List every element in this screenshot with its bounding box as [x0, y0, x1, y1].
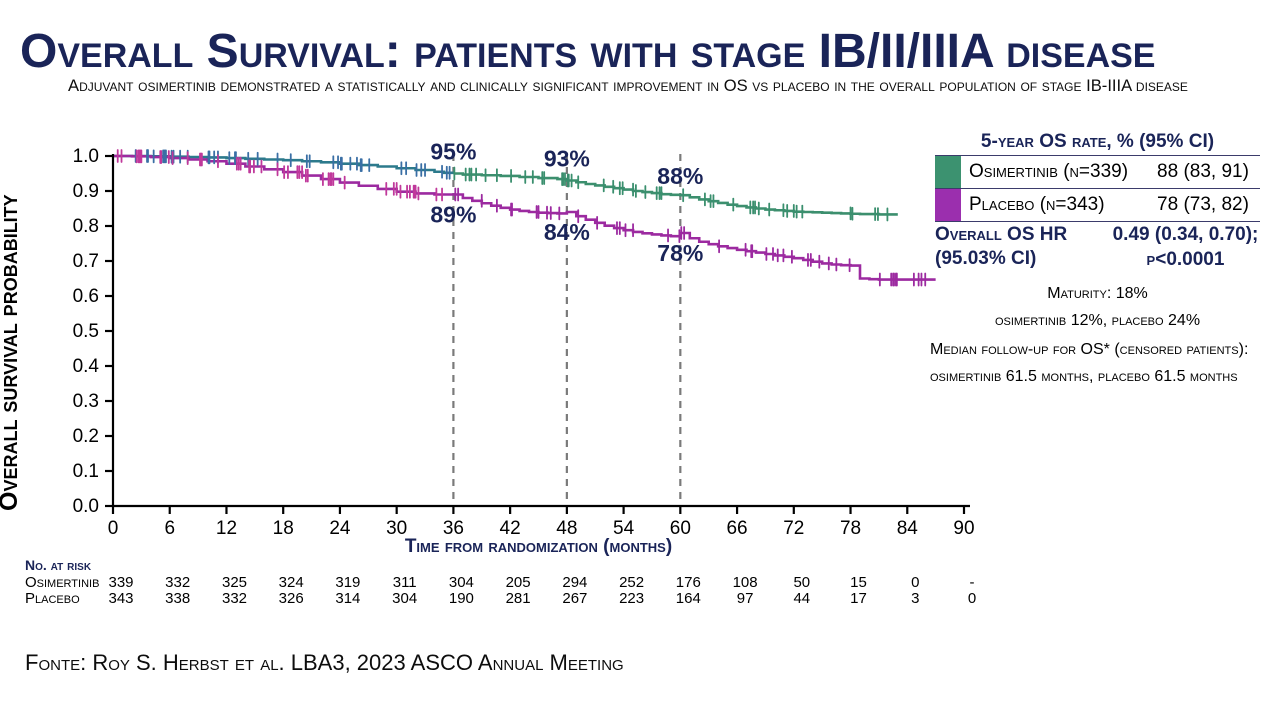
svg-text:0.1: 0.1	[73, 461, 99, 482]
svg-text:12: 12	[216, 518, 237, 539]
svg-text:0.6: 0.6	[73, 286, 99, 307]
svg-text:0.9: 0.9	[73, 181, 99, 202]
svg-text:84: 84	[897, 518, 919, 539]
svg-text:0.4: 0.4	[73, 356, 100, 377]
svg-text:60: 60	[670, 518, 691, 539]
svg-text:54: 54	[613, 518, 635, 539]
svg-text:84%: 84%	[544, 219, 590, 245]
svg-text:0.8: 0.8	[73, 216, 99, 237]
svg-text:36: 36	[443, 518, 464, 539]
svg-text:90: 90	[953, 518, 974, 539]
svg-text:24: 24	[329, 518, 351, 539]
svg-text:0.7: 0.7	[73, 251, 99, 272]
svg-text:0.0: 0.0	[73, 496, 99, 517]
svg-text:78: 78	[840, 518, 861, 539]
svg-text:30: 30	[386, 518, 407, 539]
svg-text:66: 66	[726, 518, 747, 539]
svg-text:1.0: 1.0	[73, 146, 99, 167]
svg-text:0.5: 0.5	[73, 321, 99, 342]
svg-text:95%: 95%	[430, 139, 476, 165]
svg-text:93%: 93%	[544, 146, 590, 172]
svg-text:18: 18	[273, 518, 294, 539]
svg-text:89%: 89%	[430, 202, 476, 228]
svg-text:48: 48	[556, 518, 577, 539]
svg-text:6: 6	[164, 518, 175, 539]
svg-text:0.2: 0.2	[73, 426, 99, 447]
svg-text:72: 72	[783, 518, 804, 539]
svg-text:88%: 88%	[657, 163, 703, 189]
svg-text:78%: 78%	[657, 240, 703, 266]
svg-text:42: 42	[500, 518, 521, 539]
svg-text:0.3: 0.3	[73, 391, 99, 412]
svg-text:0: 0	[108, 518, 119, 539]
